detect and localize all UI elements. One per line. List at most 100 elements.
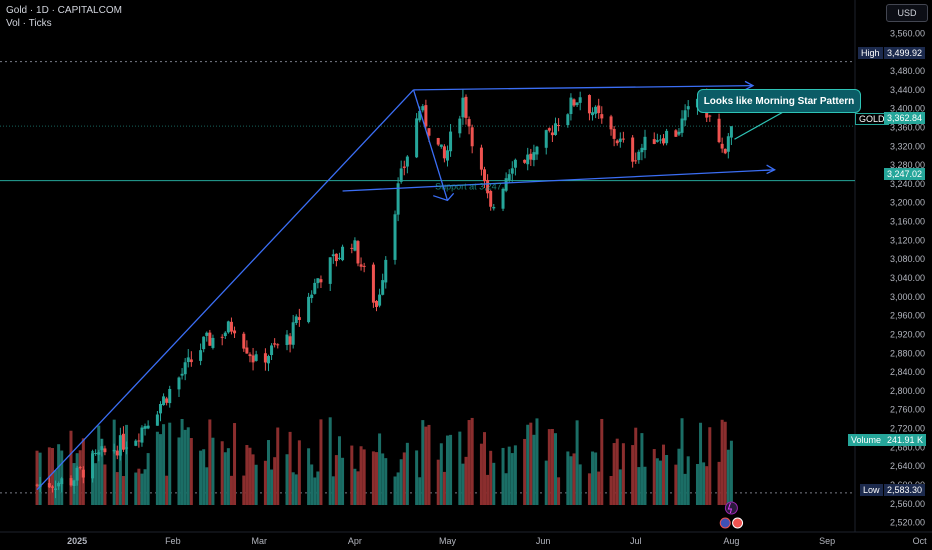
candle[interactable] bbox=[208, 332, 212, 346]
candle[interactable] bbox=[547, 128, 551, 131]
candle[interactable] bbox=[640, 147, 644, 153]
candle[interactable] bbox=[634, 160, 638, 162]
candle[interactable] bbox=[140, 427, 144, 443]
candle[interactable] bbox=[384, 259, 388, 283]
pullback-line[interactable] bbox=[412, 89, 449, 201]
candle[interactable] bbox=[359, 264, 363, 267]
candle[interactable] bbox=[72, 480, 76, 486]
candle[interactable] bbox=[297, 317, 301, 320]
candle[interactable] bbox=[717, 118, 721, 143]
candle[interactable] bbox=[591, 112, 595, 116]
candle[interactable] bbox=[356, 241, 360, 264]
candle[interactable] bbox=[229, 321, 233, 332]
candle[interactable] bbox=[436, 138, 440, 145]
candle[interactable] bbox=[57, 483, 61, 487]
candle[interactable] bbox=[553, 123, 557, 135]
candle[interactable] bbox=[78, 467, 82, 469]
candle[interactable] bbox=[489, 190, 493, 207]
candle[interactable] bbox=[587, 95, 591, 114]
us-flag-icon[interactable] bbox=[732, 517, 744, 529]
candle[interactable] bbox=[578, 97, 582, 103]
candle[interactable] bbox=[532, 152, 536, 161]
candle[interactable] bbox=[310, 294, 314, 299]
candle[interactable] bbox=[248, 354, 252, 357]
candle[interactable] bbox=[134, 440, 138, 446]
candle[interactable] bbox=[486, 179, 490, 194]
candle[interactable] bbox=[103, 448, 107, 453]
candle[interactable] bbox=[665, 130, 669, 144]
candle[interactable] bbox=[334, 253, 338, 262]
candle[interactable] bbox=[226, 321, 230, 333]
candle[interactable] bbox=[273, 343, 277, 345]
candle[interactable] bbox=[254, 354, 258, 361]
candle[interactable] bbox=[378, 294, 382, 306]
impulse-trendline[interactable] bbox=[36, 89, 415, 491]
candle[interactable] bbox=[353, 240, 357, 251]
candle[interactable] bbox=[381, 280, 385, 295]
candle[interactable] bbox=[501, 188, 505, 209]
candle[interactable] bbox=[415, 118, 419, 158]
candle[interactable] bbox=[523, 159, 527, 163]
candle[interactable] bbox=[112, 449, 116, 452]
candle[interactable] bbox=[424, 105, 428, 127]
candle[interactable] bbox=[285, 334, 289, 346]
candle[interactable] bbox=[69, 478, 73, 486]
candle[interactable] bbox=[362, 265, 366, 267]
candle[interactable] bbox=[211, 337, 215, 348]
candle[interactable] bbox=[597, 105, 601, 114]
channel-upper-line[interactable] bbox=[413, 84, 754, 91]
candle[interactable] bbox=[223, 332, 227, 337]
candle[interactable] bbox=[526, 154, 530, 165]
candle[interactable] bbox=[35, 484, 39, 486]
candle[interactable] bbox=[220, 336, 224, 338]
candle[interactable] bbox=[458, 118, 462, 134]
candle[interactable] bbox=[461, 97, 465, 118]
candle[interactable] bbox=[251, 355, 255, 363]
candle[interactable] bbox=[375, 300, 379, 307]
candle[interactable] bbox=[371, 264, 375, 303]
candle[interactable] bbox=[202, 336, 206, 350]
candle[interactable] bbox=[510, 168, 514, 174]
candle[interactable] bbox=[97, 452, 101, 455]
candle[interactable] bbox=[686, 106, 690, 110]
candle[interactable] bbox=[708, 115, 712, 117]
candle[interactable] bbox=[60, 478, 64, 485]
pattern-callout[interactable]: Looks like Morning Star Pattern bbox=[697, 89, 861, 113]
candle[interactable] bbox=[288, 336, 292, 345]
candle[interactable] bbox=[393, 214, 397, 260]
candle[interactable] bbox=[594, 106, 598, 114]
currency-button[interactable]: USD bbox=[886, 4, 928, 22]
candle[interactable] bbox=[54, 488, 58, 490]
candle[interactable] bbox=[470, 127, 474, 147]
candle[interactable] bbox=[158, 403, 162, 414]
candle[interactable] bbox=[266, 356, 270, 364]
candle[interactable] bbox=[449, 131, 453, 152]
candle[interactable] bbox=[683, 110, 687, 121]
indicator-label[interactable]: Vol · Ticks bbox=[6, 18, 52, 29]
candle[interactable] bbox=[513, 159, 517, 168]
candle[interactable] bbox=[350, 247, 354, 249]
candle[interactable] bbox=[399, 168, 403, 182]
candle[interactable] bbox=[507, 174, 511, 181]
candle[interactable] bbox=[337, 257, 341, 259]
candle[interactable] bbox=[118, 435, 122, 456]
candle[interactable] bbox=[723, 148, 727, 154]
candle[interactable] bbox=[479, 147, 483, 170]
candle[interactable] bbox=[75, 467, 79, 481]
candle[interactable] bbox=[233, 330, 237, 334]
candle[interactable] bbox=[186, 357, 190, 363]
candle[interactable] bbox=[100, 446, 104, 451]
candle[interactable] bbox=[91, 453, 95, 479]
candle[interactable] bbox=[535, 146, 539, 155]
candle[interactable] bbox=[137, 440, 141, 442]
candle[interactable] bbox=[168, 389, 172, 404]
candle[interactable] bbox=[600, 114, 604, 119]
candle[interactable] bbox=[189, 359, 193, 363]
candle[interactable] bbox=[405, 156, 409, 167]
candle[interactable] bbox=[162, 396, 166, 406]
candle[interactable] bbox=[612, 128, 616, 139]
candle[interactable] bbox=[316, 278, 320, 284]
candle[interactable] bbox=[677, 131, 681, 135]
candle[interactable] bbox=[115, 450, 119, 456]
